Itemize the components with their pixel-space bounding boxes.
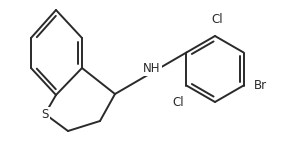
Text: Cl: Cl: [211, 13, 223, 26]
Text: Br: Br: [253, 79, 267, 92]
Text: Cl: Cl: [173, 95, 184, 109]
Text: S: S: [41, 108, 49, 120]
Text: NH: NH: [143, 62, 161, 75]
